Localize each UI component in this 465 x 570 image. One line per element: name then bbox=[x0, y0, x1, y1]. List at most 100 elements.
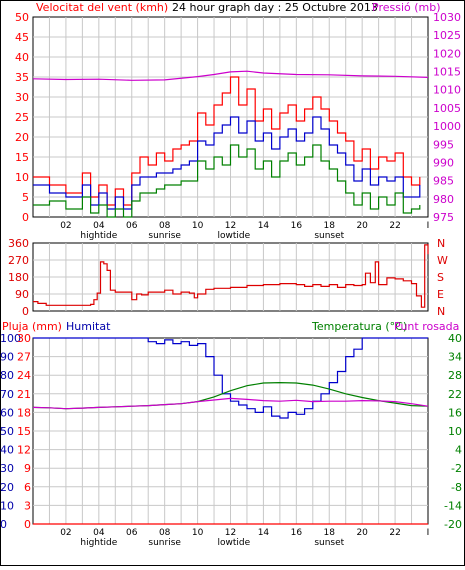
time-tick-label: 10 bbox=[192, 528, 204, 538]
wind-y-tick-label: 40 bbox=[15, 51, 29, 64]
time-tick-label: 02 bbox=[60, 221, 71, 231]
time-tick-label: I bbox=[427, 528, 430, 538]
humidity-y-tick-label: 100 bbox=[0, 332, 21, 345]
direction-y-tick-label: 90 bbox=[15, 288, 29, 301]
humidity-temperature-panel: 1009080706050403020100302724211815129630… bbox=[0, 332, 462, 548]
rain-y-tick-label: 12 bbox=[17, 444, 31, 457]
humidity-y-tick-label: 60 bbox=[0, 406, 14, 419]
compass-label: N bbox=[437, 237, 445, 250]
wind-y-tick-label: 45 bbox=[15, 31, 29, 44]
wind-y-tick-label: 20 bbox=[15, 131, 29, 144]
rain-y-tick-label: 3 bbox=[24, 499, 31, 512]
time-tick-label: 16 bbox=[291, 528, 303, 538]
pressure-y-tick-label: 995 bbox=[433, 138, 454, 151]
dewpoint-series-line bbox=[32, 397, 429, 410]
humidity-y-tick-label: 90 bbox=[0, 351, 14, 364]
pressure-y-tick-label: 1010 bbox=[433, 84, 461, 97]
humidity-y-tick-label: 30 bbox=[0, 462, 14, 475]
dewpoint-label: Punt rosada bbox=[394, 320, 459, 333]
humidity-y-tick-label: 0 bbox=[0, 518, 7, 531]
wind-y-tick-label: 50 bbox=[15, 11, 29, 24]
direction-y-tick-label: 0 bbox=[22, 305, 29, 318]
time-tick-label: 20 bbox=[356, 528, 368, 538]
wind-y-tick-label: 0 bbox=[22, 211, 29, 224]
rain-y-tick-label: 24 bbox=[17, 369, 31, 382]
humidity-y-tick-label: 10 bbox=[0, 499, 14, 512]
pressure-y-tick-label: 980 bbox=[433, 193, 454, 206]
wind-pressure-panel: 5045403530252015105010301025102010151010… bbox=[15, 11, 461, 241]
pressure-y-tick-label: 1005 bbox=[433, 102, 461, 115]
temperature-y-tick-label: -14 bbox=[444, 499, 462, 512]
temperature-y-tick-label: -20 bbox=[444, 518, 462, 531]
temperature-y-tick-label: -8 bbox=[451, 481, 462, 494]
wind-y-tick-label: 15 bbox=[15, 151, 29, 164]
time-tick-label: 04 bbox=[93, 528, 105, 538]
time-event-label: sunset bbox=[314, 538, 344, 548]
humidity-label: Humitat bbox=[66, 320, 111, 333]
direction-y-tick-label: 360 bbox=[8, 237, 29, 250]
pressure-series-line bbox=[32, 70, 429, 81]
temperature-label: Temperatura (°C) bbox=[311, 320, 407, 333]
rain-y-tick-label: 30 bbox=[17, 332, 31, 345]
low-series-line bbox=[33, 144, 421, 218]
pressure-y-tick-label: 985 bbox=[433, 175, 454, 188]
pressure-y-tick-label: 990 bbox=[433, 156, 454, 169]
time-tick-label: 18 bbox=[324, 528, 336, 538]
pressure-y-tick-label: 1025 bbox=[433, 29, 461, 42]
temperature-y-tick-label: 34 bbox=[448, 351, 462, 364]
time-tick-label: 12 bbox=[225, 221, 236, 231]
time-tick-label: 12 bbox=[225, 528, 236, 538]
compass-label: N bbox=[437, 305, 445, 318]
rain-y-tick-label: 0 bbox=[24, 518, 31, 531]
direction-series-line bbox=[33, 244, 429, 308]
direction-y-tick-label: 180 bbox=[8, 271, 29, 284]
time-event-label: sunrise bbox=[148, 538, 181, 548]
wind-y-tick-label: 5 bbox=[22, 191, 29, 204]
pressure-y-tick-label: 1015 bbox=[433, 66, 461, 79]
time-event-label: sunset bbox=[314, 231, 344, 241]
rain-label: Pluja (mm) bbox=[2, 320, 62, 333]
time-tick-label: 18 bbox=[324, 221, 336, 231]
time-event-label: hightide bbox=[80, 538, 117, 548]
temperature-y-tick-label: 22 bbox=[448, 388, 462, 401]
temperature-y-tick-label: 16 bbox=[448, 406, 462, 419]
graph-day-title: 24 hour graph day : 25 Octubre 2013 bbox=[172, 1, 378, 14]
pressure-y-tick-label: 1030 bbox=[433, 11, 461, 24]
time-tick-label: 10 bbox=[192, 221, 204, 231]
rain-y-tick-label: 9 bbox=[24, 462, 31, 475]
time-tick-label: 20 bbox=[356, 221, 368, 231]
pressure-y-tick-label: 1020 bbox=[433, 47, 461, 60]
compass-label: W bbox=[437, 254, 448, 267]
time-tick-label: 22 bbox=[389, 221, 400, 231]
time-tick-label: 08 bbox=[159, 221, 171, 231]
direction-y-tick-label: 270 bbox=[8, 254, 29, 267]
temperature-y-tick-label: -2 bbox=[451, 462, 462, 475]
temperature-y-tick-label: 28 bbox=[448, 369, 462, 382]
time-tick-label: 02 bbox=[60, 528, 71, 538]
wind-y-tick-label: 10 bbox=[15, 171, 29, 184]
time-tick-label: 14 bbox=[258, 221, 270, 231]
time-tick-label: 22 bbox=[389, 528, 400, 538]
humidity-y-tick-label: 70 bbox=[0, 388, 14, 401]
humidity-series-line bbox=[33, 337, 428, 419]
time-event-label: lowtide bbox=[217, 231, 250, 241]
rain-y-tick-label: 21 bbox=[17, 388, 31, 401]
wind-y-tick-label: 35 bbox=[15, 71, 29, 84]
temperature-y-tick-label: 10 bbox=[448, 425, 462, 438]
pressure-title: Pressió (mb) bbox=[372, 1, 441, 14]
temperature-y-tick-label: 40 bbox=[448, 332, 462, 345]
pressure-y-tick-label: 975 bbox=[433, 211, 454, 224]
wind-speed-title: Velocitat del vent (kmh) bbox=[36, 1, 168, 14]
time-tick-label: 08 bbox=[159, 528, 171, 538]
humidity-y-tick-label: 20 bbox=[0, 481, 14, 494]
compass-label: S bbox=[437, 271, 444, 284]
humidity-y-tick-label: 40 bbox=[0, 444, 14, 457]
rain-y-tick-label: 6 bbox=[24, 481, 31, 494]
rain-y-tick-label: 27 bbox=[17, 351, 31, 364]
gust-series-line bbox=[33, 76, 421, 206]
time-event-label: hightide bbox=[80, 231, 117, 241]
time-tick-label: 16 bbox=[291, 221, 303, 231]
